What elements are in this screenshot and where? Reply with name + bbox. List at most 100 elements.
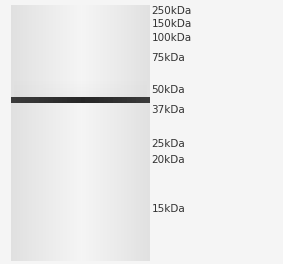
Bar: [53, 5, 55, 261]
Bar: [96, 5, 98, 261]
Bar: [148, 5, 150, 261]
Bar: [16, 5, 18, 261]
Bar: [143, 5, 145, 261]
Bar: [95, 5, 96, 261]
Bar: [81, 97, 85, 103]
Bar: [14, 95, 147, 96]
Bar: [11, 97, 16, 103]
Bar: [122, 5, 124, 261]
Bar: [136, 97, 141, 103]
Bar: [25, 97, 30, 103]
Bar: [108, 97, 113, 103]
Bar: [115, 5, 117, 261]
Bar: [72, 5, 74, 261]
Bar: [37, 5, 39, 261]
Bar: [103, 5, 105, 261]
Bar: [14, 83, 147, 84]
Bar: [35, 97, 39, 103]
Bar: [141, 5, 143, 261]
Bar: [48, 97, 53, 103]
Bar: [14, 85, 147, 86]
Bar: [39, 97, 44, 103]
Bar: [134, 5, 136, 261]
Bar: [108, 5, 110, 261]
Bar: [13, 5, 15, 261]
Bar: [98, 5, 100, 261]
Bar: [14, 88, 147, 89]
Text: 75kDa: 75kDa: [151, 53, 185, 63]
Bar: [68, 5, 70, 261]
Bar: [141, 97, 145, 103]
Bar: [34, 5, 36, 261]
Bar: [113, 97, 118, 103]
Bar: [62, 97, 67, 103]
Bar: [29, 5, 30, 261]
Bar: [89, 5, 91, 261]
Bar: [51, 5, 53, 261]
Bar: [53, 97, 57, 103]
Bar: [138, 5, 140, 261]
Bar: [127, 5, 129, 261]
Bar: [122, 97, 127, 103]
Bar: [15, 5, 16, 261]
Bar: [14, 86, 147, 87]
Text: 25kDa: 25kDa: [151, 139, 185, 149]
Bar: [62, 5, 63, 261]
Bar: [132, 97, 136, 103]
Bar: [44, 97, 48, 103]
Text: 150kDa: 150kDa: [151, 19, 192, 29]
Bar: [100, 5, 101, 261]
Bar: [14, 90, 147, 91]
Text: 37kDa: 37kDa: [151, 105, 185, 115]
Bar: [18, 5, 20, 261]
Bar: [63, 5, 65, 261]
Bar: [67, 5, 68, 261]
Bar: [70, 5, 72, 261]
Bar: [56, 5, 58, 261]
Bar: [22, 5, 23, 261]
Bar: [99, 97, 104, 103]
Bar: [14, 87, 147, 88]
Bar: [147, 5, 148, 261]
Bar: [27, 5, 29, 261]
Bar: [16, 97, 21, 103]
Bar: [110, 5, 112, 261]
Bar: [14, 84, 147, 85]
Text: 100kDa: 100kDa: [151, 33, 192, 43]
Bar: [55, 5, 56, 261]
Bar: [145, 97, 150, 103]
Bar: [126, 5, 127, 261]
Bar: [39, 5, 41, 261]
Bar: [46, 5, 48, 261]
Bar: [48, 5, 50, 261]
Bar: [85, 97, 90, 103]
Bar: [30, 97, 35, 103]
Bar: [90, 97, 95, 103]
Bar: [127, 97, 132, 103]
Bar: [36, 5, 37, 261]
Bar: [23, 5, 25, 261]
Bar: [14, 96, 147, 97]
Bar: [14, 91, 147, 92]
Bar: [121, 5, 122, 261]
Text: 20kDa: 20kDa: [151, 155, 185, 165]
Bar: [74, 5, 76, 261]
Bar: [25, 5, 27, 261]
Bar: [14, 82, 147, 83]
Bar: [14, 92, 147, 93]
Text: 250kDa: 250kDa: [151, 6, 192, 16]
Bar: [102, 5, 103, 261]
Bar: [129, 5, 131, 261]
Bar: [58, 5, 60, 261]
Bar: [93, 5, 95, 261]
Bar: [104, 97, 108, 103]
Bar: [60, 5, 62, 261]
Bar: [136, 5, 138, 261]
Text: 50kDa: 50kDa: [151, 85, 185, 95]
Bar: [112, 5, 113, 261]
Bar: [117, 5, 119, 261]
Bar: [86, 5, 88, 261]
Bar: [133, 5, 134, 261]
Bar: [21, 97, 25, 103]
Bar: [20, 5, 22, 261]
